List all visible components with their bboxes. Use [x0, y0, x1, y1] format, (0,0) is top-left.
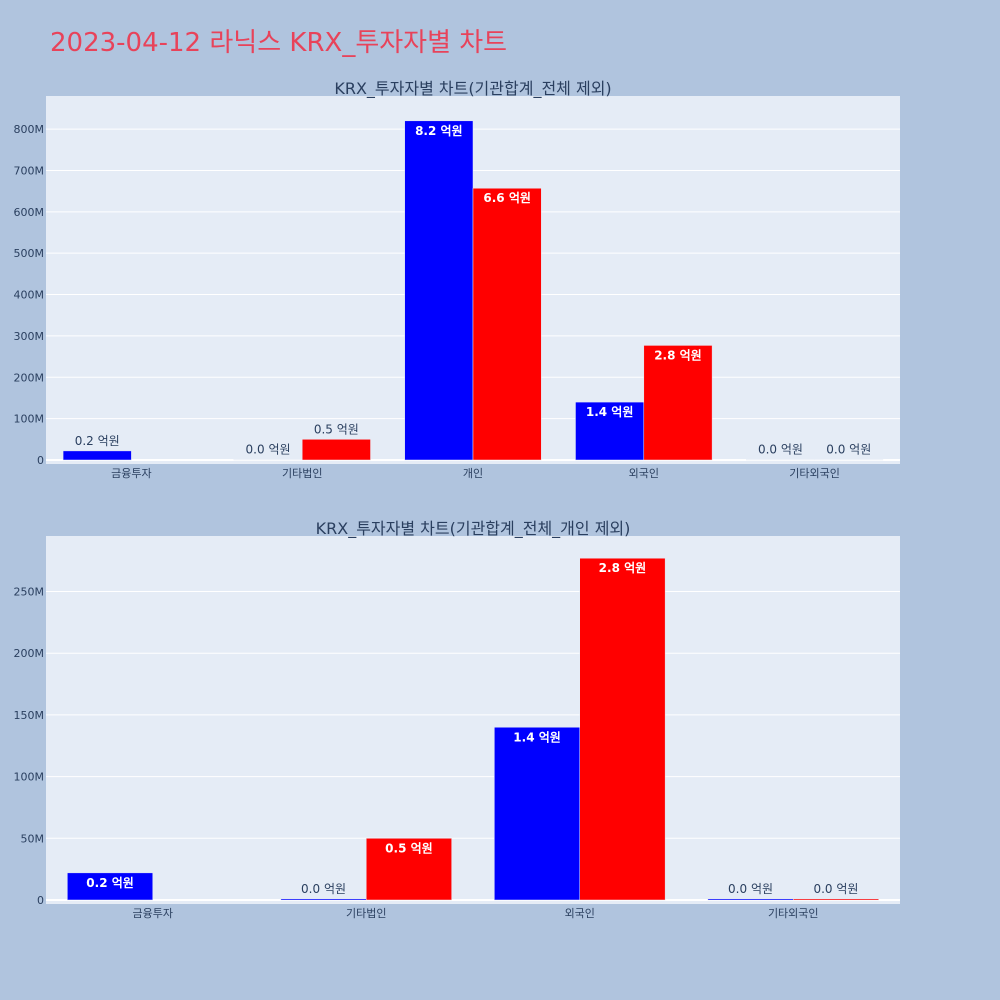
chart2-bar [494, 727, 581, 901]
chart1-data-label: 0.5 억원 [314, 422, 359, 436]
chart1-xtick-label: 개인 [463, 467, 483, 480]
chart1-bar [643, 345, 713, 461]
chart1-bar [62, 450, 132, 461]
chart2-bar [366, 838, 452, 901]
chart1-ytick-label: 0 [37, 454, 44, 467]
chart2-bar [579, 557, 666, 901]
chart1-xtick-label: 외국인 [629, 467, 659, 480]
chart2-data-label: 0.5 억원 [385, 841, 433, 855]
chart1-data-label: 1.4 억원 [586, 405, 634, 419]
chart2-ytick-label: 150M [14, 709, 45, 722]
chart1-ytick-label: 700M [14, 164, 45, 177]
chart2-data-label: 0.2 억원 [86, 876, 134, 890]
chart1-ytick-label: 100M [14, 413, 45, 426]
chart2-bar [707, 898, 794, 901]
chart2-data-label: 0.0 억원 [728, 882, 773, 896]
chart2-ytick-label: 100M [14, 771, 45, 784]
chart2-xtick-label: 기타법인 [346, 907, 386, 920]
chart2-ytick-label: 250M [14, 586, 45, 599]
chart2-title: KRX_투자자별 차트(기관합계_전체_개인 제외) [316, 519, 631, 539]
chart1-ytick-label: 300M [14, 330, 45, 343]
chart2-data-label: 1.4 억원 [513, 730, 561, 744]
chart2-data-label: 0.0 억원 [813, 882, 858, 896]
chart1-data-label: 0.0 억원 [246, 443, 291, 457]
page-title: 2023-04-12 라닉스 KRX_투자자별 차트 [50, 28, 508, 58]
chart1-ytick-label: 200M [14, 371, 45, 384]
chart2-ytick-label: 50M [21, 832, 45, 845]
chart1-xtick-label: 기타외국인 [789, 467, 840, 480]
chart2-xtick-label: 기타외국인 [768, 907, 819, 920]
chart2-bar [67, 872, 153, 901]
chart1-ytick-label: 400M [14, 289, 45, 302]
chart1-ytick-label: 500M [14, 247, 45, 260]
chart1-data-label: 6.6 억원 [483, 191, 531, 205]
chart1-xtick-label: 기타법인 [282, 467, 322, 480]
chart1-xtick-label: 금융투자 [111, 467, 151, 480]
chart1-data-label: 2.8 억원 [654, 348, 702, 362]
chart2-ytick-label: 200M [14, 647, 45, 660]
chart1-ytick-label: 800M [14, 123, 45, 136]
chart2-ytick-label: 0 [37, 894, 44, 907]
chart2-xtick-label: 금융투자 [133, 907, 173, 920]
chart1-data-label: 0.0 억원 [758, 443, 803, 457]
chart1-data-label: 0.0 억원 [826, 443, 871, 457]
chart2-plot-area [46, 536, 900, 904]
chart1-data-label: 8.2 억원 [415, 124, 463, 138]
chart2-bar [280, 898, 367, 901]
chart2-bar [793, 898, 879, 901]
chart1-bar [472, 187, 542, 461]
chart1-bar [575, 401, 645, 461]
chart1-title: KRX_투자자별 차트(기관합계_전체 제외) [334, 79, 611, 99]
chart2-data-label: 2.8 억원 [599, 561, 647, 575]
chart2-xtick-label: 외국인 [565, 907, 595, 920]
chart1-bar [301, 439, 371, 461]
chart1-bar [404, 120, 474, 461]
chart1-data-label: 0.2 억원 [75, 434, 120, 448]
chart2-data-label: 0.0 억원 [301, 882, 346, 896]
chart1-ytick-label: 600M [14, 206, 45, 219]
